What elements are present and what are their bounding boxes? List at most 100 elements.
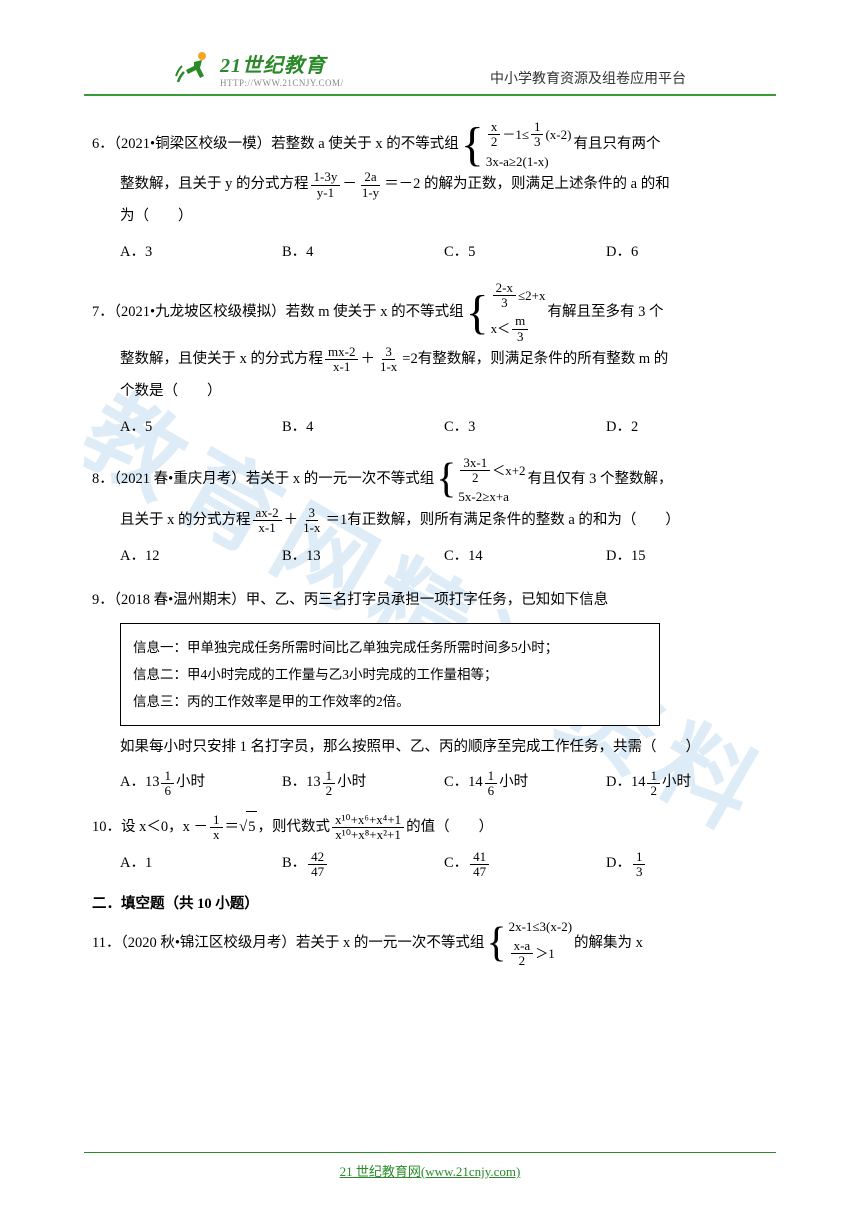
q9-opt-d[interactable]: D．14 12 小时 xyxy=(606,767,768,799)
page-footer: 21 世纪教育网(www.21cnjy.com) xyxy=(84,1152,776,1180)
q7-opt-a[interactable]: A．5 xyxy=(120,412,282,444)
q9-a-d: 6 xyxy=(161,784,174,798)
q6-s1-f: (x-2) xyxy=(545,127,571,143)
q10-opt-a[interactable]: A．1 xyxy=(120,848,282,880)
q7-opt-b[interactable]: B．4 xyxy=(282,412,444,444)
q7-s2d: 3 xyxy=(514,330,527,344)
q8-opt-b[interactable]: B．13 xyxy=(282,541,444,573)
q7-options: A．5 B．4 C．3 D．2 xyxy=(92,412,768,444)
q6-s1-d2: 3 xyxy=(531,135,544,149)
q9-c-d: 6 xyxy=(485,784,498,798)
q9-l2: 如果每小时只安排 1 名打字员，那么按照甲、乙、丙的顺序至完成工作任务，共需（ … xyxy=(92,732,768,764)
q8-opt-c[interactable]: C．14 xyxy=(444,541,606,573)
q10-d-d: 3 xyxy=(633,865,646,879)
q7-f1d: x-1 xyxy=(330,360,353,374)
footer-url[interactable]: (www.21cnjy.com) xyxy=(421,1164,520,1179)
q11-system: { 2x-1≤3(x-2) x-a2 ＞1 xyxy=(486,919,572,968)
q7-s2n: m xyxy=(512,314,528,329)
q10-b-n: 42 xyxy=(308,850,327,865)
q6-l2b: ＝－2 的解为正数，则满足上述条件的 a 的和 xyxy=(384,169,670,201)
q6-l2a: 整数解，且关于 y 的分式方程 xyxy=(120,169,309,201)
q6-opt-c[interactable]: C．5 xyxy=(444,237,606,269)
q10-eq: ＝ xyxy=(225,812,240,844)
q10-d-pre: D． xyxy=(606,848,631,880)
q8-system: { 3x-12 ＜x+2 5x-2≥x+a xyxy=(436,456,525,505)
q10-options: A．1 B． 4247 C． 4147 D． 13 xyxy=(92,848,768,880)
q9-info-box: 信息一：甲单独完成任务所需时间比乙单独完成任务所需时间多5小时； 信息二：甲4小… xyxy=(120,623,660,726)
footer-brand[interactable]: 21 世纪教育网 xyxy=(340,1164,421,1179)
logo-main-text: 21世纪教育 xyxy=(220,49,344,78)
q11-s2d: 2 xyxy=(516,954,529,968)
q7-system: { 2-x3 ≤2+x x＜ m3 xyxy=(466,281,546,344)
page-content: 6．（2021•铜梁区校级一模）若整数 a 使关于 x 的不等式组 { x2 －… xyxy=(0,96,860,968)
q6-opt-b[interactable]: B．4 xyxy=(282,237,444,269)
q7-s1n: 2-x xyxy=(493,281,516,296)
q8-f2d: 1-x xyxy=(300,521,323,535)
logo-sub-text: HTTP://WWW.21CNJY.COM/ xyxy=(220,78,344,88)
q8-opt-d[interactable]: D．15 xyxy=(606,541,768,573)
q10-f1d: x xyxy=(210,828,223,842)
question-10: 10．设 x＜0，x － 1x ＝ √5 ，则代数式 x¹⁰+x⁶+x⁴+1x¹… xyxy=(92,811,768,880)
section-2-title: 二．填空题（共 10 小题） xyxy=(92,892,768,913)
q9-info3: 信息三：丙的工作效率是甲的工作效率的2倍。 xyxy=(133,688,647,715)
q6-prefix: 6．（2021•铜梁区校级一模）若整数 a 使关于 x 的不等式组 xyxy=(92,129,459,161)
q9-a-n: 1 xyxy=(161,769,174,784)
q6-s1-l2: 3x-a≥2(1-x) xyxy=(486,154,572,170)
question-6: 6．（2021•铜梁区校级一模）若整数 a 使关于 x 的不等式组 { x2 －… xyxy=(92,120,768,269)
logo-runner-icon xyxy=(174,48,214,88)
q9-prefix: 9．（2018 春•温州期末）甲、乙、丙三名打字员承担一项打字任务，已知如下信息 xyxy=(92,585,768,617)
q10-opt-b[interactable]: B． 4247 xyxy=(282,848,444,880)
q10-mid: ，则代数式 xyxy=(257,812,330,844)
q11-s2c: ＞1 xyxy=(535,946,555,962)
q8-s1n: 3x-1 xyxy=(460,456,490,471)
q9-opt-c[interactable]: C．14 16 小时 xyxy=(444,767,606,799)
q9-opt-b[interactable]: B．13 12 小时 xyxy=(282,767,444,799)
q7-opt-d[interactable]: D．2 xyxy=(606,412,768,444)
q9-c-pre: C．14 xyxy=(444,767,483,799)
q8-plus: ＋ xyxy=(284,505,299,537)
q8-s1d: 2 xyxy=(469,471,482,485)
q10-opt-d[interactable]: D． 13 xyxy=(606,848,768,880)
q8-f1d: x-1 xyxy=(255,521,278,535)
q6-s1-n2: 1 xyxy=(531,120,544,135)
q6-options: A．3 B．4 C．5 D．6 xyxy=(92,237,768,269)
question-11: 11．（2020 秋•锦江区校级月考）若关于 x 的一元一次不等式组 { 2x-… xyxy=(92,919,768,968)
q7-suf1: 有解且至多有 3 个 xyxy=(547,297,663,329)
q9-b-pre: B．13 xyxy=(282,767,321,799)
q10-c-pre: C． xyxy=(444,848,468,880)
q9-b-suf: 小时 xyxy=(337,767,366,799)
q9-info1: 信息一：甲单独完成任务所需时间比乙单独完成任务所需时间多5小时； xyxy=(133,634,647,661)
q7-s1c: ≤2+x xyxy=(518,288,545,304)
q6-f1n: 1-3y xyxy=(311,170,341,185)
q7-f1n: mx-2 xyxy=(325,345,358,360)
q6-system: { x2 －1≤ 13 (x-2) 3x-a≥2(1-x) xyxy=(461,120,572,169)
q7-l3: 个数是（ ） xyxy=(92,376,768,408)
q11-suf: 的解集为 x xyxy=(574,928,643,960)
q9-b-d: 2 xyxy=(323,784,336,798)
q6-mid: － xyxy=(342,169,357,201)
q9-a-pre: A．13 xyxy=(120,767,159,799)
q6-s1-c: －1≤ xyxy=(502,127,529,143)
q10-prefix: 10．设 x＜0，x － xyxy=(92,812,208,844)
q8-opt-a[interactable]: A．12 xyxy=(120,541,282,573)
q8-prefix: 8．（2021 春•重庆月考）若关于 x 的一元一次不等式组 xyxy=(92,464,434,496)
q9-c-suf: 小时 xyxy=(499,767,528,799)
sqrt-icon: √5 xyxy=(239,811,257,844)
q10-suf: 的值（ ） xyxy=(406,812,493,844)
q8-f1n: ax-2 xyxy=(253,506,282,521)
q9-d-d: 2 xyxy=(647,784,660,798)
q6-l3: 为（ ） xyxy=(92,201,768,233)
q10-b-pre: B． xyxy=(282,848,306,880)
q11-prefix: 11．（2020 秋•锦江区校级月考）若关于 x 的一元一次不等式组 xyxy=(92,928,484,960)
q6-opt-a[interactable]: A．3 xyxy=(120,237,282,269)
q7-l2b: 有整数解，则满足条件的所有整数 m 的 xyxy=(418,344,669,376)
q6-f2n: 2a xyxy=(361,170,379,185)
q9-opt-a[interactable]: A．13 16 小时 xyxy=(120,767,282,799)
q6-s1-d: 2 xyxy=(488,135,501,149)
q10-opt-c[interactable]: C． 4147 xyxy=(444,848,606,880)
question-8: 8．（2021 春•重庆月考）若关于 x 的一元一次不等式组 { 3x-12 ＜… xyxy=(92,456,768,573)
q7-opt-c[interactable]: C．3 xyxy=(444,412,606,444)
q6-f2d: 1-y xyxy=(359,186,382,200)
q9-info2: 信息二：甲4小时完成的工作量与乙3小时完成的工作量相等； xyxy=(133,661,647,688)
q6-opt-d[interactable]: D．6 xyxy=(606,237,768,269)
